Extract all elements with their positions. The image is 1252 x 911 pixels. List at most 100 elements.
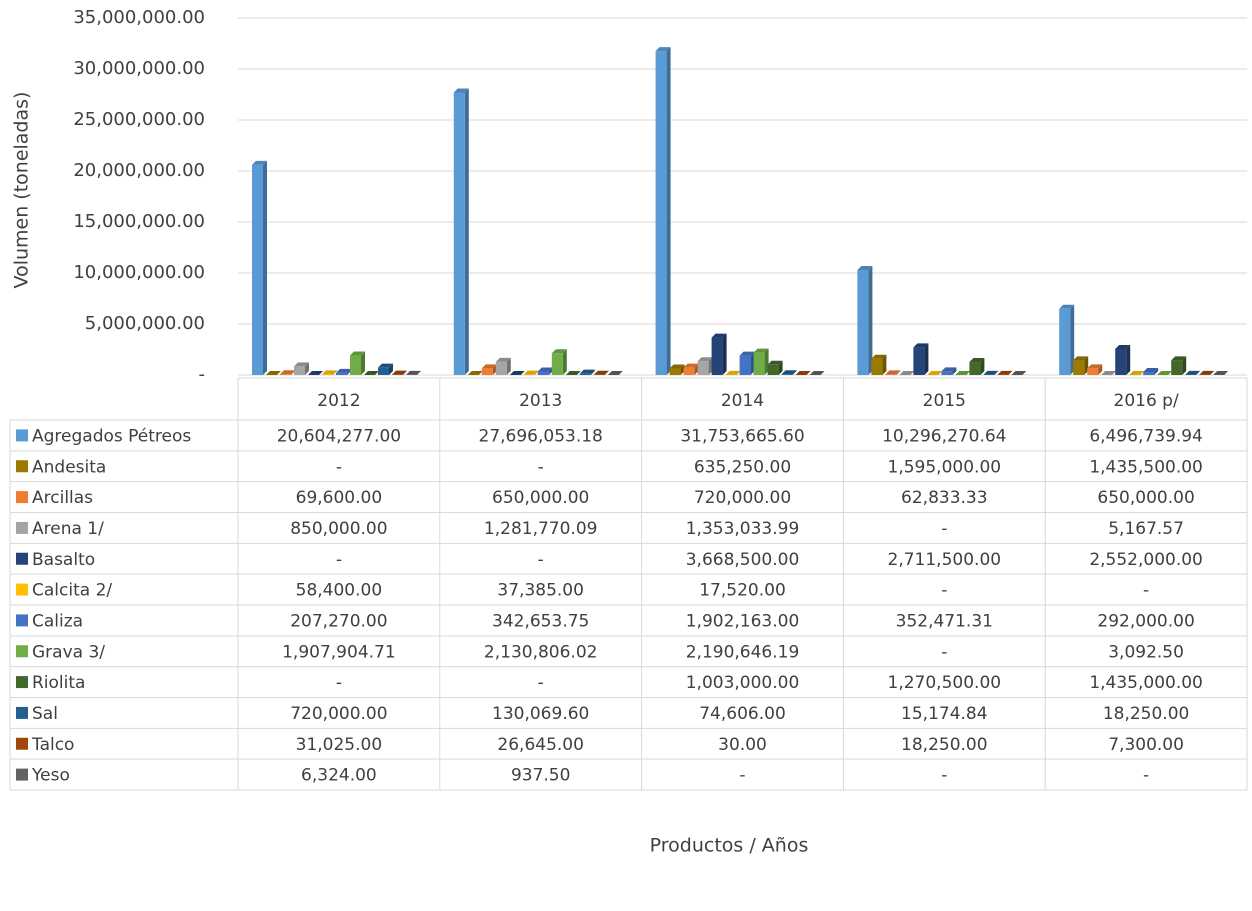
x-tick-label: 2012 [317, 391, 360, 411]
table-value: 937.50 [511, 766, 570, 786]
bar-side [882, 354, 887, 375]
bar-side [806, 370, 811, 375]
y-axis-title: Volumen (toneladas) [11, 92, 33, 289]
y-tick-label: 30,000,000.00 [73, 58, 205, 79]
legend-label: Arena 1/ [32, 519, 104, 539]
bar-top [509, 371, 525, 375]
bar-top [1171, 356, 1187, 361]
bar [336, 372, 347, 375]
legend-label: Caliza [32, 611, 83, 631]
table-value: 2,130,806.02 [484, 642, 598, 662]
bar-side [980, 358, 985, 375]
bar-side [868, 265, 873, 375]
table-value: 1,353,033.99 [686, 519, 800, 539]
legend-label: Arcillas [32, 488, 93, 508]
bar-top [941, 367, 957, 372]
x-tick-label: 2016 p/ [1114, 391, 1179, 411]
bar-side [590, 369, 595, 375]
table-value: - [941, 766, 947, 786]
table-value: 130,069.60 [492, 704, 589, 724]
bar-side [778, 360, 783, 375]
bar-top [294, 362, 309, 367]
table-value: 207,270.00 [290, 611, 387, 631]
bar-side [618, 370, 623, 375]
table-value: 31,753,665.60 [680, 426, 804, 446]
bar-top [378, 363, 393, 368]
bar-top [899, 371, 915, 375]
bar-top [1073, 356, 1089, 361]
legend-swatch [16, 768, 28, 781]
bar-top [607, 370, 623, 375]
bar [857, 269, 869, 375]
table-value: 1,907,904.71 [282, 642, 396, 662]
bar-top [725, 370, 741, 375]
legend-label: Grava 3/ [32, 642, 105, 662]
table-value: 74,606.00 [699, 704, 786, 724]
bar [1087, 368, 1099, 375]
bar-top [997, 370, 1013, 375]
table-value: 1,435,500.00 [1089, 457, 1203, 477]
table-value: 2,711,500.00 [888, 550, 1002, 570]
legend-swatch [16, 737, 28, 750]
bar-top [1087, 364, 1103, 369]
table-value: 7,300.00 [1108, 735, 1184, 755]
bar-side [333, 370, 337, 375]
bar-side [1196, 370, 1201, 375]
legend-label: Basalto [32, 550, 95, 570]
bar [655, 51, 667, 375]
table-value: 1,595,000.00 [888, 457, 1002, 477]
bar-top [885, 370, 901, 375]
table-value: - [538, 550, 544, 570]
bar-top [392, 370, 407, 375]
bar-side [722, 333, 727, 375]
bar [941, 371, 953, 375]
table-value: 20,604,277.00 [277, 426, 401, 446]
bar-top [983, 370, 999, 375]
bar [683, 367, 695, 375]
table-value: 352,471.31 [896, 611, 993, 631]
legend-label: Talco [31, 735, 74, 755]
bar-side [1070, 304, 1075, 375]
bar-top [871, 354, 887, 359]
bar-side [1182, 356, 1187, 375]
legend-swatch [16, 460, 28, 473]
table-value: 27,696,053.18 [479, 426, 603, 446]
bar-side [896, 370, 901, 375]
table-value: 17,520.00 [699, 581, 786, 601]
table-value: 850,000.00 [290, 519, 387, 539]
table-value: - [739, 766, 745, 786]
bar-top [364, 371, 379, 375]
legend-swatch [16, 429, 28, 442]
table-value: - [1143, 766, 1149, 786]
bar-top [336, 368, 351, 373]
bar-top [266, 371, 281, 375]
bar [753, 352, 765, 375]
legend-label: Riolita [32, 673, 85, 693]
table-value: 292,000.00 [1097, 611, 1194, 631]
table-value: 2,190,646.19 [686, 642, 800, 662]
bar-top [406, 370, 421, 375]
bar-side [1210, 370, 1215, 375]
bar-top [683, 363, 699, 368]
bar-top [322, 370, 337, 375]
bar-top [565, 371, 581, 375]
bar [252, 164, 263, 375]
bar-top [1199, 370, 1215, 375]
table-value: 1,435,000.00 [1089, 673, 1203, 693]
table-value: 69,600.00 [296, 488, 383, 508]
legend-label: Sal [32, 704, 58, 724]
bar-top [551, 349, 567, 354]
legend-swatch [16, 521, 28, 534]
bar-top [252, 160, 267, 165]
table-value: 10,296,270.64 [882, 426, 1006, 446]
bar [969, 362, 981, 375]
table-value: 2,552,000.00 [1089, 550, 1203, 570]
bar [669, 368, 681, 375]
bar [453, 92, 465, 376]
bar [1115, 348, 1127, 375]
bar-side [417, 370, 421, 375]
legend-label: Calcita 2/ [32, 581, 112, 601]
bar-side [604, 370, 609, 375]
table-value: 1,281,770.09 [484, 519, 598, 539]
table-value: 720,000.00 [694, 488, 791, 508]
